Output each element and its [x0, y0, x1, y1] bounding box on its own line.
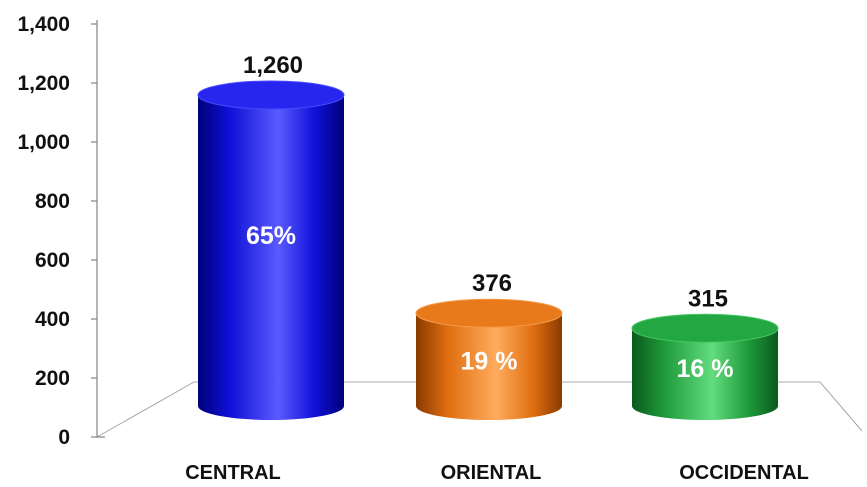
bar-body: [198, 95, 344, 420]
bar-top: [416, 299, 562, 327]
value-label: 376: [472, 270, 512, 297]
x-axis: CENTRAL ORIENTAL OCCIDENTAL: [185, 462, 809, 482]
y-tick-label: 200: [35, 367, 70, 390]
percent-label: 19 %: [461, 348, 518, 376]
bar-top: [632, 314, 778, 342]
y-tick-label: 400: [35, 308, 70, 331]
x-tick-label: CENTRAL: [185, 462, 281, 482]
y-tick-label: 1,200: [17, 72, 70, 95]
y-tick-label: 1,400: [17, 13, 70, 36]
percent-label: 65%: [246, 222, 296, 250]
bar-top: [198, 81, 344, 109]
y-tick-label: 0: [58, 426, 70, 449]
y-tick-label: 1,000: [17, 131, 70, 154]
bar-central: [198, 81, 344, 420]
value-label: 1,260: [243, 52, 303, 79]
x-tick-label: ORIENTAL: [441, 462, 542, 482]
y-tick-label: 600: [35, 249, 70, 272]
value-label: 315: [688, 285, 728, 312]
percent-label: 16 %: [677, 355, 734, 383]
y-axis: 0 200 400 600 800 1,000 1,200 1,400: [17, 13, 105, 449]
x-tick-label: OCCIDENTAL: [679, 462, 809, 482]
y-tick-label: 800: [35, 190, 70, 213]
